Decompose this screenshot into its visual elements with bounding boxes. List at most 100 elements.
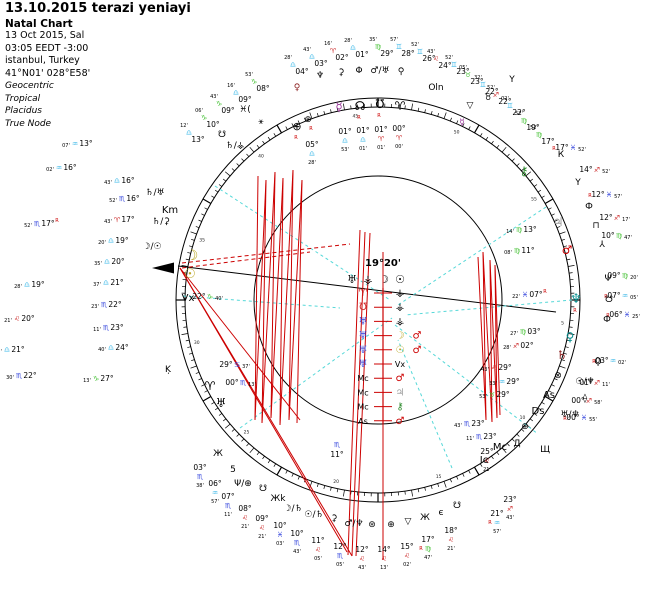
sign-glyph: ♍	[375, 43, 382, 51]
cluster-minute: 35'	[0, 349, 2, 355]
degree-tick	[224, 423, 231, 429]
sign-glyph: ♉	[465, 71, 471, 79]
cluster-minute: 02'	[46, 167, 54, 173]
sign-glyph: ♌	[484, 457, 490, 465]
cluster-degree: 17°	[541, 137, 555, 146]
degree-tick	[568, 333, 575, 335]
degree-tick	[565, 346, 569, 348]
cluster-minute: 53'	[479, 394, 487, 400]
cluster-minute: 57'	[390, 37, 398, 43]
sign-glyph: ♊	[417, 48, 423, 56]
cluster-minute: 53'	[341, 147, 349, 153]
degree-tick	[185, 258, 190, 261]
tree-right-glyph: ♂	[413, 345, 422, 356]
sign-glyph: ♏	[103, 324, 110, 332]
cluster-degree: 21°	[11, 345, 25, 354]
major-aspect-line	[288, 169, 294, 421]
degree-tick	[262, 140, 265, 145]
degree-tick	[424, 487, 426, 491]
axis-label-ic: Ic	[480, 455, 488, 466]
sign-glyph: ♐	[513, 342, 519, 350]
cluster-degree: 14°	[579, 165, 593, 174]
cluster-degree: 07°	[529, 290, 543, 299]
midpoint-glyph: ♉	[484, 93, 492, 103]
cluster-minute: 01'	[377, 145, 385, 151]
degree-tick	[468, 470, 471, 474]
midpoint-glyph: ⊕	[521, 422, 529, 432]
cluster-degree: 19°	[31, 280, 45, 289]
cluster-minute: 52'	[515, 111, 523, 117]
cluster-degree: 11°	[521, 246, 535, 255]
midpoint-glyph: Ф	[603, 315, 611, 325]
sign-glyph: ♏	[240, 379, 247, 387]
cluster-minute: 21'	[241, 524, 249, 530]
degree-tick	[511, 438, 515, 442]
major-aspect-line	[270, 177, 284, 419]
sign-glyph: ♎	[309, 150, 315, 158]
cluster-degree: 10°	[273, 521, 287, 530]
retrograde-marker: R	[309, 126, 313, 132]
sign-glyph: ♎	[342, 137, 348, 145]
cluster-minute: 38'	[196, 483, 204, 489]
cluster-minute: 21'	[483, 467, 491, 473]
sign-glyph: ♏	[197, 473, 204, 481]
axis-line	[177, 265, 557, 313]
degree-tick	[473, 466, 480, 476]
degree-tick	[336, 107, 339, 112]
cluster-degree: 16°	[121, 176, 135, 185]
sign-glyph: ♓	[522, 291, 528, 299]
sign-glyph: ♓	[570, 144, 576, 152]
degree-tick	[563, 245, 567, 248]
midpoint-glyph: ♀	[294, 83, 301, 93]
midpoint-glyph: Ϙ	[594, 357, 601, 367]
degree-tick	[249, 146, 255, 153]
cluster-degree: 17°	[41, 219, 55, 228]
tree-left-glyph: ♅	[359, 359, 368, 370]
stellium-glyph: ☽	[379, 273, 389, 286]
midpoint-glyph: ⊛	[368, 520, 376, 530]
cluster-degree: 29°	[219, 360, 233, 369]
degree-tick	[273, 463, 277, 467]
degree-tick	[456, 120, 459, 124]
degree-tick	[462, 123, 465, 127]
cluster-minute: 21'	[447, 546, 455, 552]
cluster-minute: 27'	[510, 331, 518, 337]
sign-glyph: ♏	[294, 539, 301, 547]
tick-degree-label: 10	[520, 415, 526, 421]
tree-left-glyph: Mc	[357, 403, 368, 412]
sign-glyph: ♒	[499, 378, 505, 386]
planet-glyph: ☉	[184, 267, 196, 282]
cluster-minute: 55'	[589, 417, 597, 423]
tree-left-glyph: ♅	[359, 316, 368, 327]
sign-glyph: ♌	[242, 514, 248, 522]
cluster-minute: 11'	[224, 512, 232, 518]
cluster-minute: 25'	[632, 314, 640, 320]
sign-glyph: ♎	[4, 346, 10, 354]
cluster-degree: 08°	[256, 84, 270, 93]
cluster-degree: 27°	[100, 374, 114, 383]
cluster-degree: 22°	[485, 87, 499, 96]
cluster-degree: 03°	[314, 59, 328, 68]
sign-glyph: ♈	[378, 135, 385, 143]
tick-degree-label: 50	[454, 129, 460, 135]
retrograde-marker: R	[592, 359, 596, 365]
planet-glyph: ☊	[355, 99, 366, 113]
degree-tick	[561, 359, 565, 362]
midpoint-glyph: Ψ	[604, 274, 611, 284]
major-aspect-line	[296, 179, 303, 424]
sign-glyph: ♎	[350, 44, 356, 52]
degree-tick	[330, 109, 332, 113]
sign-glyph: ♏	[337, 552, 344, 560]
degree-tick	[556, 371, 561, 374]
cluster-degree: 03°	[527, 327, 541, 336]
degree-tick	[323, 485, 326, 489]
cluster-minute: 08'	[504, 250, 512, 256]
degree-tick	[330, 487, 332, 491]
chart-header: 13.10.2015 terazi yeniayi Natal Chart 13…	[5, 2, 191, 130]
degree-tick	[537, 407, 542, 411]
cluster-minute: 21'	[4, 318, 12, 324]
cluster-minute: 17'	[622, 217, 630, 223]
sign-glyph: ♐	[493, 91, 499, 99]
cluster-degree: 10°	[206, 120, 220, 129]
